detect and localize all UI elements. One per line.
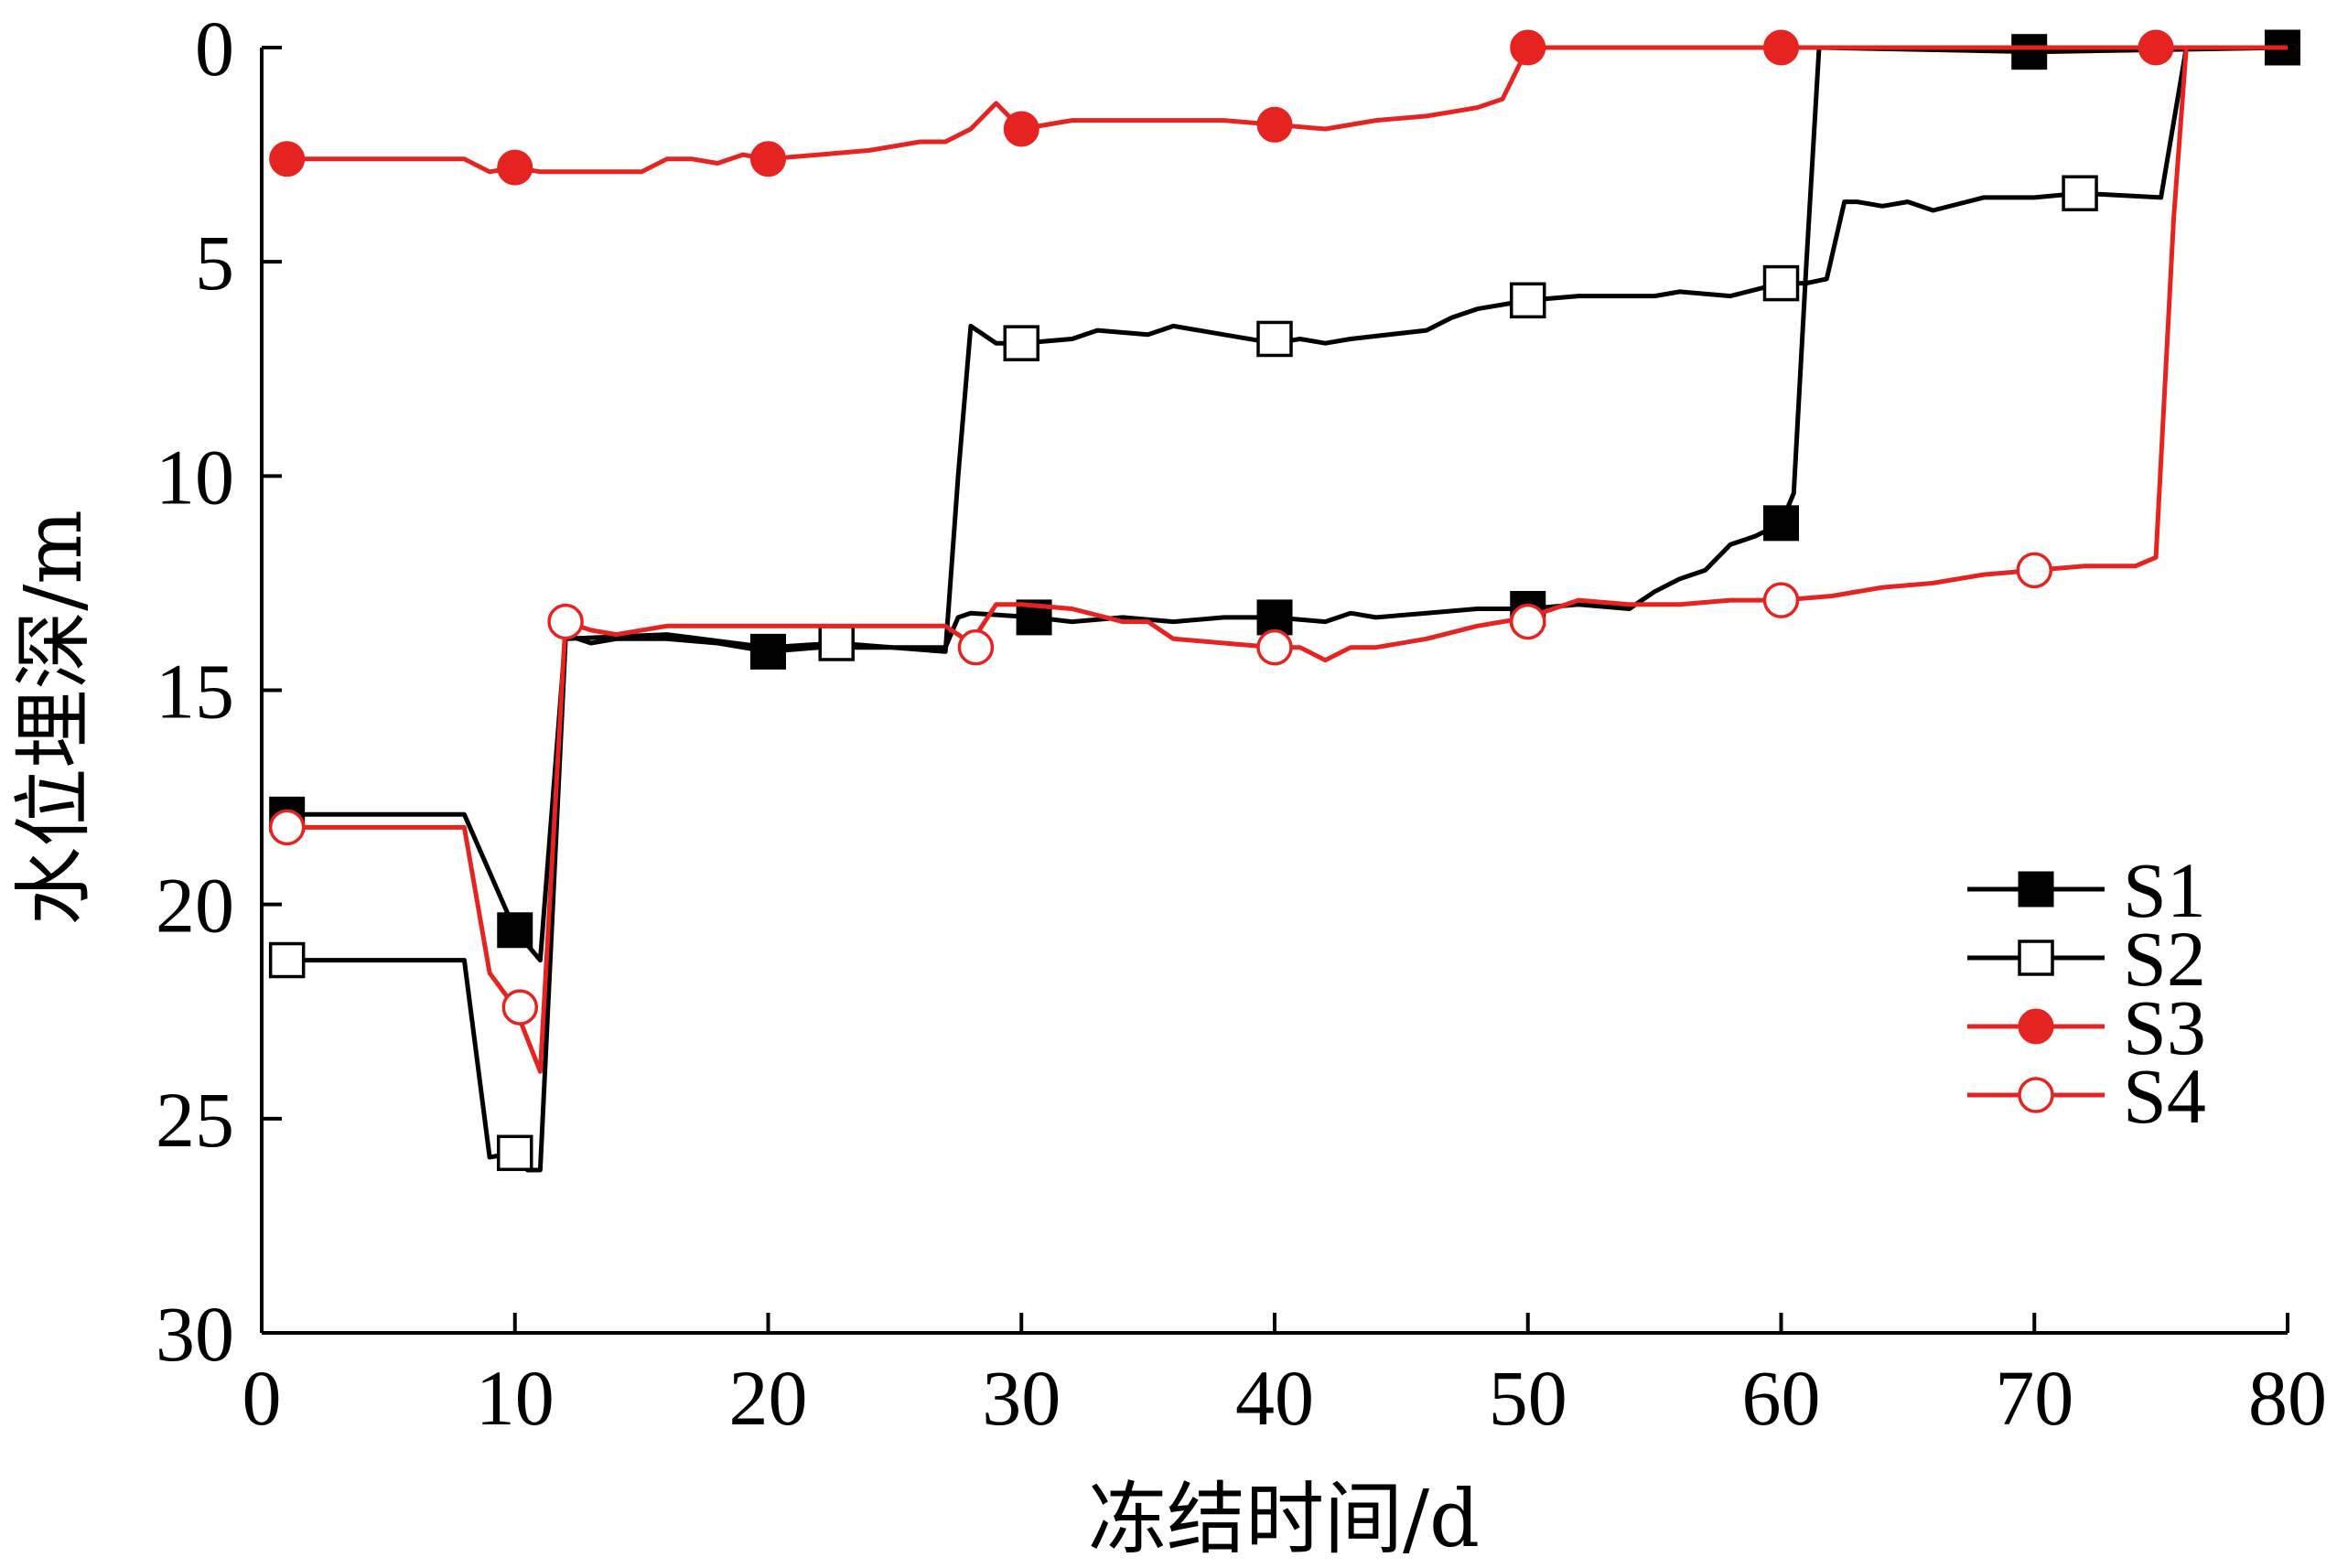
series-s3-line	[286, 45, 2288, 175]
series-s3-point	[1003, 111, 1039, 147]
x-tick-label: 70	[1995, 1354, 2073, 1442]
legend-label-s1: S1	[2123, 846, 2206, 934]
x-tick-label: 40	[1235, 1354, 1314, 1442]
series-s4-point	[2016, 552, 2052, 589]
legend-label-s4: S4	[2123, 1052, 2206, 1140]
series-s3-point	[269, 141, 306, 177]
y-tick-label: 10	[156, 433, 234, 521]
x-tick-label: 50	[1489, 1354, 1567, 1442]
y-tick-label: 5	[195, 219, 234, 306]
x-ticks: 0 10 20 30 40 50 60 70 80	[242, 1313, 2327, 1442]
series-s4-point	[1762, 582, 1800, 618]
x-tick-label: 20	[729, 1354, 808, 1442]
series-s1-point	[497, 912, 533, 949]
y-tick-label: 15	[156, 648, 234, 736]
series-s4-point	[1510, 603, 1546, 640]
legend-label-s2: S2	[2123, 915, 2206, 1003]
legend-label-s3: S3	[2123, 983, 2206, 1071]
series-s1-point	[750, 633, 786, 670]
y-tick-label: 20	[156, 862, 234, 950]
series-s3-point	[1510, 29, 1546, 66]
series-s1-point	[2011, 34, 2048, 70]
series-s3-point	[497, 149, 533, 186]
legend-swatch-marker	[2018, 1077, 2054, 1113]
series-s3-point	[1763, 29, 1799, 66]
series-s3-point	[1256, 106, 1293, 143]
series-s3-point	[750, 141, 786, 177]
series-s1-point	[1256, 599, 1293, 636]
series-s4-point	[547, 603, 584, 640]
series-s1-point	[1763, 505, 1799, 542]
series-s2-point	[2062, 175, 2098, 211]
x-tick-label: 30	[982, 1354, 1061, 1442]
x-tick-label: 80	[2248, 1354, 2327, 1442]
legend-item-s4: S4	[1967, 1052, 2206, 1140]
legend-swatch-marker	[2018, 1008, 2054, 1045]
series-s4-point	[501, 989, 539, 1026]
x-tick-label: 0	[242, 1354, 282, 1442]
y-tick-label: 0	[195, 5, 234, 92]
series-s4-point	[268, 809, 306, 846]
series-s4-line	[286, 45, 2288, 1074]
x-tick-label: 60	[1742, 1354, 1821, 1442]
series-s3	[269, 29, 2288, 186]
x-tick-label: 10	[476, 1354, 555, 1442]
series-s2-point	[497, 1134, 533, 1172]
y-ticks: 0 5 10 15 20 25 30	[156, 5, 282, 1378]
axes	[260, 48, 2288, 1335]
series-s2-line	[286, 45, 2288, 1173]
x-axis-title: 冻结时间/d	[1088, 1474, 1480, 1565]
legend-item-s1: S1	[1967, 846, 2206, 934]
legend-item-s2: S2	[1967, 915, 2206, 1003]
series-s3-point	[2138, 29, 2174, 66]
series-s4	[268, 45, 2288, 1074]
y-tick-label: 25	[156, 1076, 234, 1164]
series-s2-point	[1762, 264, 1800, 302]
series-s1-line	[286, 45, 2289, 963]
legend-swatch-marker	[2018, 871, 2054, 908]
series-s2-point	[1510, 282, 1546, 319]
series-s2-point	[1003, 325, 1039, 361]
series-s2-point	[1256, 320, 1293, 358]
y-tick-label: 30	[156, 1290, 234, 1378]
legend-item-s3: S3	[1967, 983, 2206, 1071]
series-layer	[268, 29, 2300, 1173]
series-s2-point	[268, 941, 306, 979]
legend-swatch-marker	[2018, 940, 2054, 976]
series-s4-point	[957, 628, 995, 666]
y-axis-title: 水位埋深/m	[8, 510, 100, 926]
series-s2-point	[818, 625, 855, 661]
series-s4-point	[1256, 628, 1293, 666]
